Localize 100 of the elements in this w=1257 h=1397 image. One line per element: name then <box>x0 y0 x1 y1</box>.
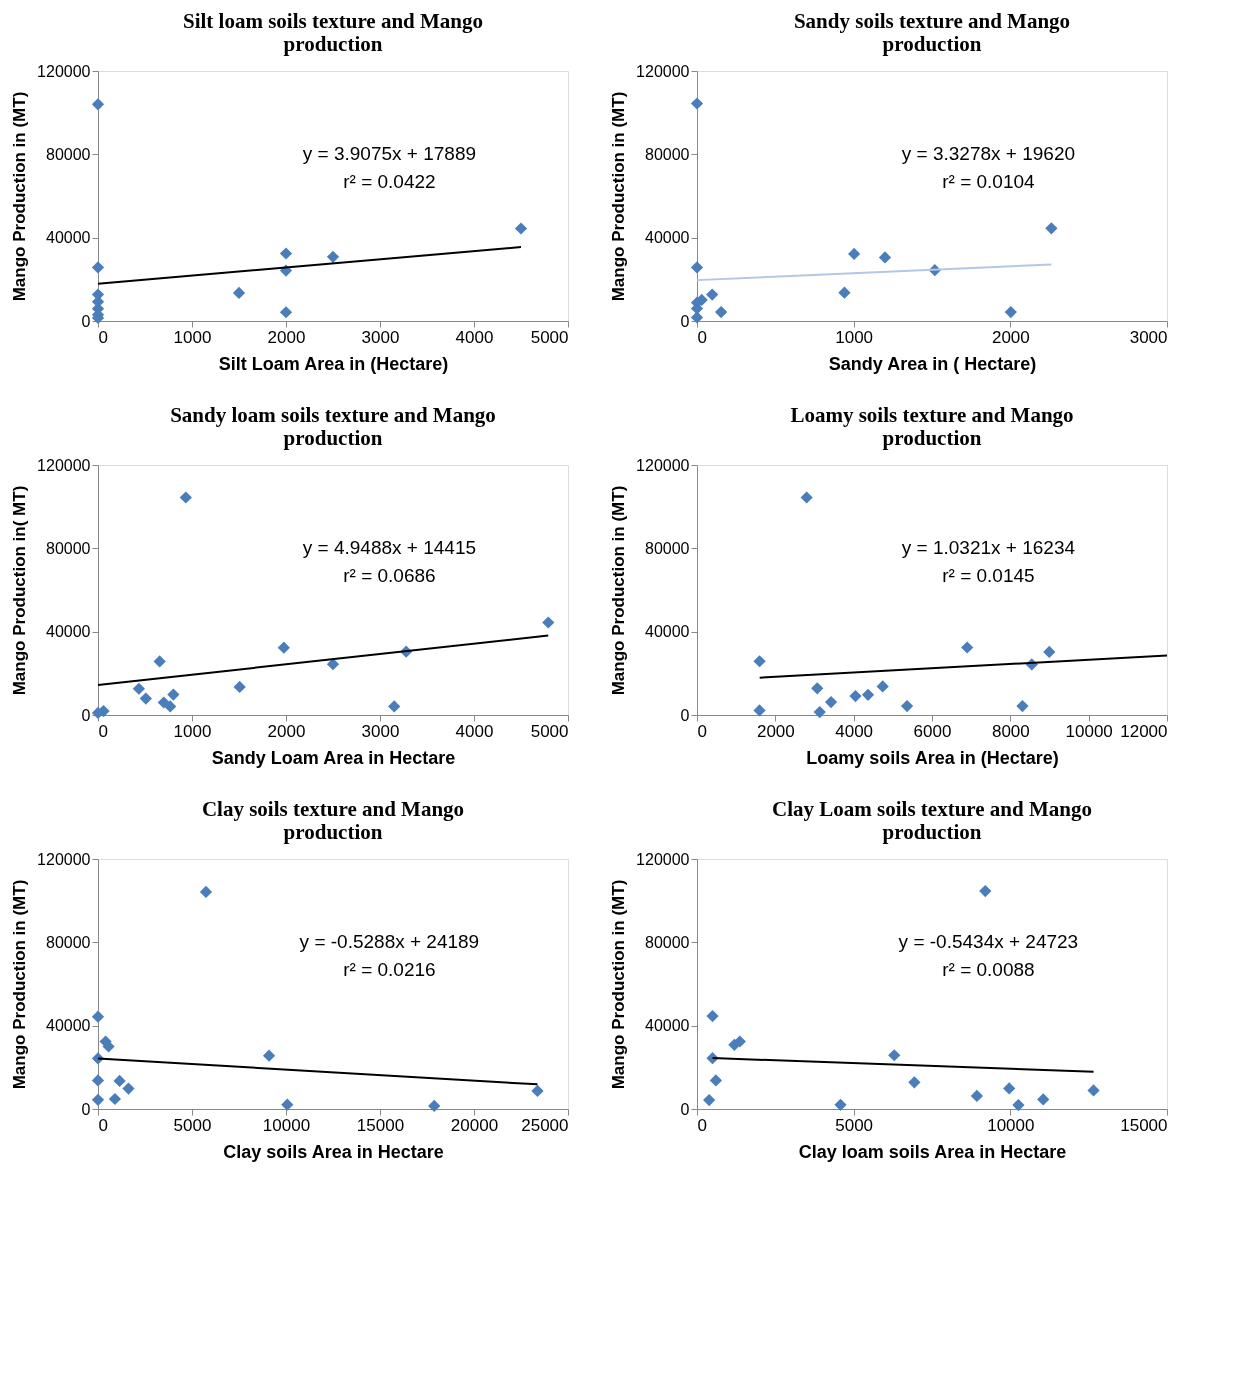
x-tick-label: 5000 <box>530 327 569 347</box>
x-tick-label: 2000 <box>991 327 1030 347</box>
y-tick-label: 0 <box>680 706 690 724</box>
x-tick-label: 5000 <box>835 1115 874 1135</box>
annotation: y = 3.9075x + 17889 <box>302 142 477 164</box>
chart-title: Sandy loam soils texture and Mango production <box>170 403 496 450</box>
point <box>122 1082 135 1095</box>
point <box>113 1074 126 1087</box>
point <box>961 641 974 654</box>
x-tick-label: 1000 <box>173 721 212 741</box>
y-tick-label: 40000 <box>46 229 91 247</box>
annotation: y = -0.5288x + 24189 <box>299 930 480 952</box>
annotation: y = 3.3278x + 19620 <box>901 142 1076 164</box>
x-tick-label: 20000 <box>450 1115 499 1135</box>
point <box>132 682 146 695</box>
y-tick-label: 120000 <box>636 62 690 80</box>
chart-title: Clay soils texture and Mango production <box>201 797 465 844</box>
x-tick-label: 10000 <box>262 1115 311 1135</box>
point <box>91 98 105 111</box>
y-axis-title: Mango Production in (MT) <box>609 879 629 1090</box>
x-tick-label: 25000 <box>521 1115 569 1135</box>
x-tick-label: 10000 <box>1065 721 1113 741</box>
x-tick-label: 8000 <box>991 721 1030 741</box>
y-tick-label: 0 <box>680 1100 690 1118</box>
y-tick-label: 40000 <box>645 1017 690 1035</box>
point <box>531 1084 544 1097</box>
y-tick-label: 40000 <box>46 623 91 641</box>
point <box>876 680 889 693</box>
point <box>514 222 528 235</box>
annotation: r² = 0.0686 <box>343 564 436 586</box>
y-tick-label: 0 <box>81 1100 91 1118</box>
y-tick-label: 0 <box>680 312 690 330</box>
y-axis-title: Mango Production in (MT) <box>609 485 629 696</box>
x-tick-label: 6000 <box>913 721 952 741</box>
x-axis-title: Clay loam soils Area in Hectare <box>798 1141 1067 1162</box>
chart-title: Loamy soils texture and Mango production <box>790 403 1074 450</box>
y-tick-label: 40000 <box>645 229 690 247</box>
x-tick-label: 0 <box>98 327 108 347</box>
point <box>97 704 110 718</box>
point <box>388 700 401 713</box>
point <box>91 1093 105 1106</box>
y-tick-label: 120000 <box>37 456 91 474</box>
chart-title: Sandy soils texture and Mango production <box>793 9 1071 56</box>
y-axis-title: Mango Production in (MT) <box>10 91 30 302</box>
point <box>753 704 766 717</box>
x-tick-label: 0 <box>697 1115 707 1135</box>
point <box>428 1099 441 1112</box>
point <box>861 688 875 701</box>
y-tick-label: 120000 <box>636 850 690 868</box>
x-tick-label: 4000 <box>455 721 494 741</box>
x-tick-label: 12000 <box>1120 721 1168 741</box>
point <box>326 658 340 671</box>
annotation: r² = 0.0104 <box>942 170 1036 192</box>
point <box>849 689 862 703</box>
point <box>281 1098 294 1111</box>
point <box>1043 645 1056 658</box>
x-tick-label: 3000 <box>361 327 400 347</box>
point <box>91 261 105 274</box>
x-tick-label: 10000 <box>987 1115 1035 1135</box>
y-tick-label: 120000 <box>37 850 91 868</box>
point <box>326 250 340 263</box>
point <box>900 699 914 713</box>
x-axis-title: Sandy Area in ( Hectare) <box>828 353 1037 374</box>
y-tick-label: 80000 <box>645 933 690 951</box>
x-tick-label: 4000 <box>455 327 494 347</box>
y-tick-label: 40000 <box>46 1017 91 1035</box>
point <box>164 700 177 713</box>
point <box>91 1074 105 1087</box>
x-axis-title: Loamy soils Area in (Hectare) <box>806 747 1059 768</box>
point <box>753 655 766 668</box>
point <box>824 695 838 709</box>
point <box>232 286 246 299</box>
y-tick-label: 80000 <box>46 933 91 951</box>
point <box>277 641 290 654</box>
annotation: r² = 0.0216 <box>343 958 436 980</box>
point <box>1016 699 1029 713</box>
y-tick-label: 0 <box>81 312 91 330</box>
x-tick-label: 3000 <box>1129 327 1168 347</box>
point <box>91 1010 105 1023</box>
y-tick-label: 40000 <box>645 623 690 641</box>
y-axis-title: Mango Production in( MT) <box>10 485 30 696</box>
x-axis-title: Clay soils Area in Hectare <box>223 1141 444 1162</box>
annotation: r² = 0.0422 <box>343 170 436 192</box>
point <box>153 655 166 668</box>
y-axis-title: Mango Production in (MT) <box>609 91 629 302</box>
x-tick-label: 1000 <box>173 327 212 347</box>
point <box>279 306 293 319</box>
point <box>262 1049 276 1062</box>
point <box>108 1092 122 1106</box>
annotation: r² = 0.0088 <box>942 958 1035 980</box>
x-tick-label: 1000 <box>835 327 874 347</box>
chart-title: Clay Loam soils texture and Mango production <box>772 797 1092 844</box>
x-tick-label: 4000 <box>835 721 874 741</box>
point <box>199 885 213 899</box>
point <box>800 491 813 504</box>
point <box>279 247 293 260</box>
x-tick-label: 5000 <box>173 1115 212 1135</box>
point <box>233 680 246 693</box>
x-tick-label: 15000 <box>356 1115 405 1135</box>
y-tick-label: 80000 <box>46 539 91 557</box>
